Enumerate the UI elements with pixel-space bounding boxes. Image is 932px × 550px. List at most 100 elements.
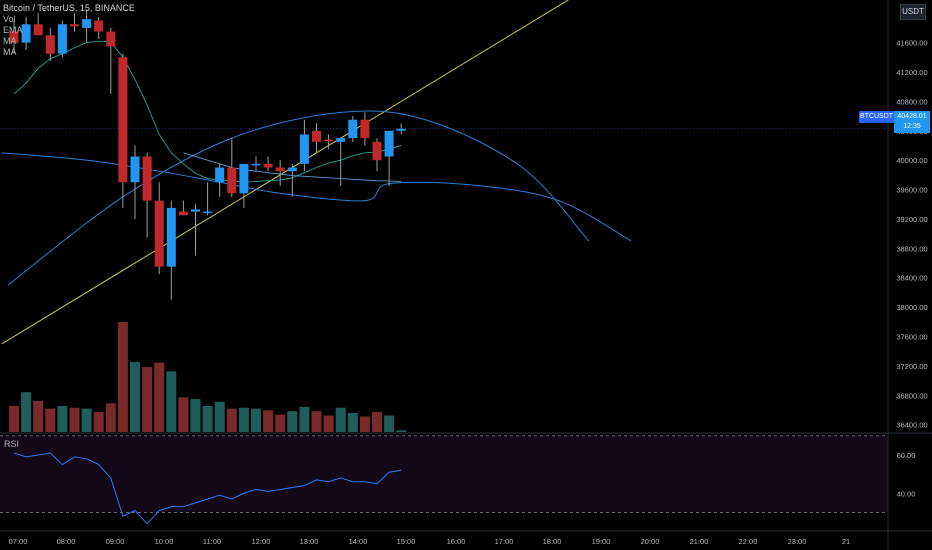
volume-bar [275, 414, 286, 432]
rsi-band-fill [0, 435, 888, 513]
volume-bar [81, 408, 92, 432]
volume-bar [214, 401, 225, 432]
price-tick-label: 40000.00 [896, 156, 927, 165]
legend: Bitcoin / TetherUS, 15, BINANCE Vol EMA … [3, 3, 135, 58]
volume-bar [69, 407, 80, 432]
candle-body [324, 139, 334, 142]
candle-body [299, 134, 309, 164]
candle-body [166, 207, 176, 267]
volume-bar [238, 407, 249, 432]
rsi-tick-label: 60.00 [897, 451, 916, 460]
time-tick-label: 23:00 [788, 537, 807, 546]
candle-body [94, 20, 104, 32]
time-tick-label: 18:00 [543, 537, 562, 546]
time-tick-label: 13:00 [300, 537, 319, 546]
time-tick-label: 16:00 [447, 537, 466, 546]
price-tick-label: 36400.00 [896, 421, 927, 430]
volume-bar [21, 392, 32, 432]
candle-body [312, 130, 321, 142]
volume-bar [33, 400, 44, 432]
candle-body [154, 200, 164, 267]
price-tick-label: 41200.00 [896, 68, 927, 77]
candle-body [21, 24, 31, 43]
volume-bar [166, 371, 177, 432]
time-tick-label: 12:00 [252, 537, 271, 546]
candle-body [9, 31, 19, 43]
rsi-title[interactable]: RSI [4, 439, 20, 449]
price-tick-label: 36800.00 [896, 391, 927, 400]
candle-body [118, 57, 128, 183]
candle-body [384, 130, 394, 157]
volume-bar [45, 408, 56, 432]
rsi-pane[interactable] [0, 435, 888, 525]
rsi-tick-label: 40.00 [897, 489, 916, 498]
currency-unit-button[interactable]: USDT [900, 4, 926, 20]
volume-bar [117, 322, 128, 432]
volume-bar [263, 410, 274, 432]
candle-body [106, 31, 116, 47]
price-tick-label: 37200.00 [896, 362, 927, 371]
candle-body [263, 163, 273, 168]
candle-body [45, 35, 55, 54]
volume-bar [178, 397, 189, 432]
candle-body [130, 156, 140, 183]
price-tick-label: 39200.00 [896, 215, 927, 224]
volume-bar [9, 406, 19, 432]
price-tick-label: 37600.00 [896, 332, 927, 341]
volume-bar [142, 367, 153, 432]
candle-body [348, 119, 358, 139]
candle-body [396, 128, 406, 131]
candle-body [239, 163, 249, 194]
volume-bar [347, 412, 358, 432]
volume-bar [154, 362, 165, 432]
volume-bar [251, 408, 261, 432]
rsi-line [13, 452, 402, 525]
volume-bar [359, 416, 370, 432]
volume-bar [190, 399, 201, 432]
current-price-label: 40428.01 12:35 [894, 111, 930, 133]
time-tick-label: 19:00 [592, 537, 611, 546]
volume-bar [396, 430, 407, 432]
trendline [1, 0, 570, 345]
candle-body [142, 156, 152, 201]
candle-body [287, 167, 297, 172]
volume-bar [226, 408, 237, 432]
volume-bar [130, 361, 140, 432]
price-tick-label: 38400.00 [896, 274, 927, 283]
bar-countdown: 12:35 [903, 123, 921, 130]
price-tick-label: 40800.00 [896, 97, 927, 106]
legend-ma-1[interactable]: MA [3, 36, 17, 46]
price-tick-label: 39600.00 [896, 186, 927, 195]
volume-bar [105, 403, 116, 432]
volume-bar [323, 415, 334, 432]
time-tick-label: 11:00 [203, 537, 221, 546]
time-tick-label: 14:00 [349, 537, 368, 546]
candle-body [178, 211, 188, 216]
legend-vol[interactable]: Vol [3, 14, 16, 24]
candle-body [336, 138, 346, 142]
volume-bar [299, 406, 310, 432]
price-tick-label: 38000.00 [896, 303, 927, 312]
legend-ema[interactable]: EMA [3, 25, 23, 35]
time-tick-label: 21 [842, 537, 850, 546]
symbol-title[interactable]: Bitcoin / TetherUS, 15, BINANCE [3, 3, 135, 13]
candle-body [57, 24, 67, 54]
candle-body [203, 211, 213, 214]
candle-body [33, 24, 43, 36]
volume-bar [57, 406, 68, 432]
volume-bar [384, 415, 395, 432]
time-tick-label: 07:00 [9, 537, 28, 546]
symbol-price-tag: BTCUSDT [859, 111, 894, 123]
volume-bar [311, 411, 322, 432]
candle-body [82, 19, 92, 28]
time-tick-label: 20:00 [641, 537, 660, 546]
candle-body [70, 24, 79, 27]
candle-body [191, 209, 200, 212]
volume-bar [93, 412, 104, 432]
price-pane[interactable] [0, 0, 888, 432]
volume-bar [335, 407, 346, 432]
time-tick-label: 15:00 [397, 537, 416, 546]
time-tick-label: 21:00 [690, 537, 709, 546]
legend-ma-2[interactable]: MA [3, 47, 17, 57]
